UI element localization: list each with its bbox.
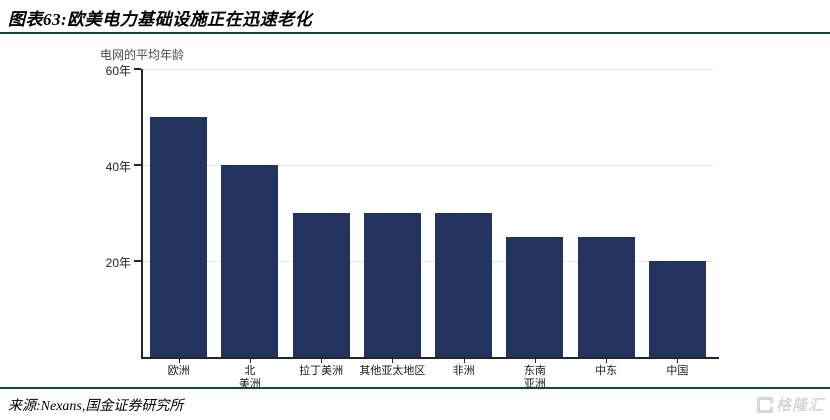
x-tick-mark bbox=[677, 359, 679, 363]
x-tick-mark bbox=[392, 359, 394, 363]
bar-5 bbox=[506, 237, 564, 357]
bar-7 bbox=[648, 261, 706, 357]
gelonghui-logo-icon bbox=[756, 396, 773, 413]
y-tick-label: 60年 bbox=[105, 64, 131, 78]
source-note: 来源:Nexans,国金证券研究所 bbox=[8, 399, 184, 414]
y-tick-label: 20年 bbox=[105, 256, 131, 270]
y-axis-title: 电网的平均年龄 bbox=[100, 48, 185, 62]
y-tick-mark bbox=[134, 164, 141, 166]
gridline-40 bbox=[143, 165, 713, 166]
x-tick-mark bbox=[606, 359, 608, 363]
x-axis-label-0: 欧洲 bbox=[167, 365, 190, 377]
x-axis-label-2: 拉丁美洲 bbox=[299, 365, 344, 377]
x-tick-mark bbox=[321, 359, 323, 363]
x-axis-line bbox=[141, 357, 719, 359]
bar-1 bbox=[221, 165, 279, 357]
x-axis-label-3: 其他亚太地区 bbox=[359, 365, 426, 377]
watermark-text: 格隆汇 bbox=[775, 397, 824, 414]
bar-4 bbox=[435, 213, 493, 357]
bar-3 bbox=[363, 213, 421, 357]
y-tick-mark bbox=[134, 260, 141, 262]
figure-title: 图表63:欧美电力基础设施正在迅速老化 bbox=[8, 10, 313, 29]
x-axis-label-6: 中东 bbox=[595, 365, 618, 377]
footer-divider bbox=[0, 387, 830, 389]
y-tick-mark bbox=[134, 68, 141, 70]
gridline-60 bbox=[143, 69, 713, 70]
x-axis-label-4: 非洲 bbox=[452, 365, 475, 377]
x-tick-mark bbox=[249, 359, 251, 363]
x-axis-label-7: 中国 bbox=[666, 365, 689, 377]
y-tick-label: 40年 bbox=[105, 160, 131, 174]
bar-0 bbox=[150, 117, 208, 357]
bar-chart-plot-area: 20年 40年 60年 欧洲北 美洲 拉丁美洲 其他亚太地区 非洲 东南 亚洲 中东 中国 bbox=[106, 64, 719, 390]
x-tick-mark bbox=[463, 359, 465, 363]
x-tick-mark bbox=[178, 359, 180, 363]
watermark: 格隆汇 bbox=[756, 394, 824, 415]
bar-6 bbox=[577, 237, 635, 357]
bar-2 bbox=[292, 213, 350, 357]
x-tick-mark bbox=[534, 359, 536, 363]
y-axis-line bbox=[141, 69, 143, 359]
title-divider bbox=[0, 32, 830, 34]
gridline-20 bbox=[143, 261, 713, 262]
